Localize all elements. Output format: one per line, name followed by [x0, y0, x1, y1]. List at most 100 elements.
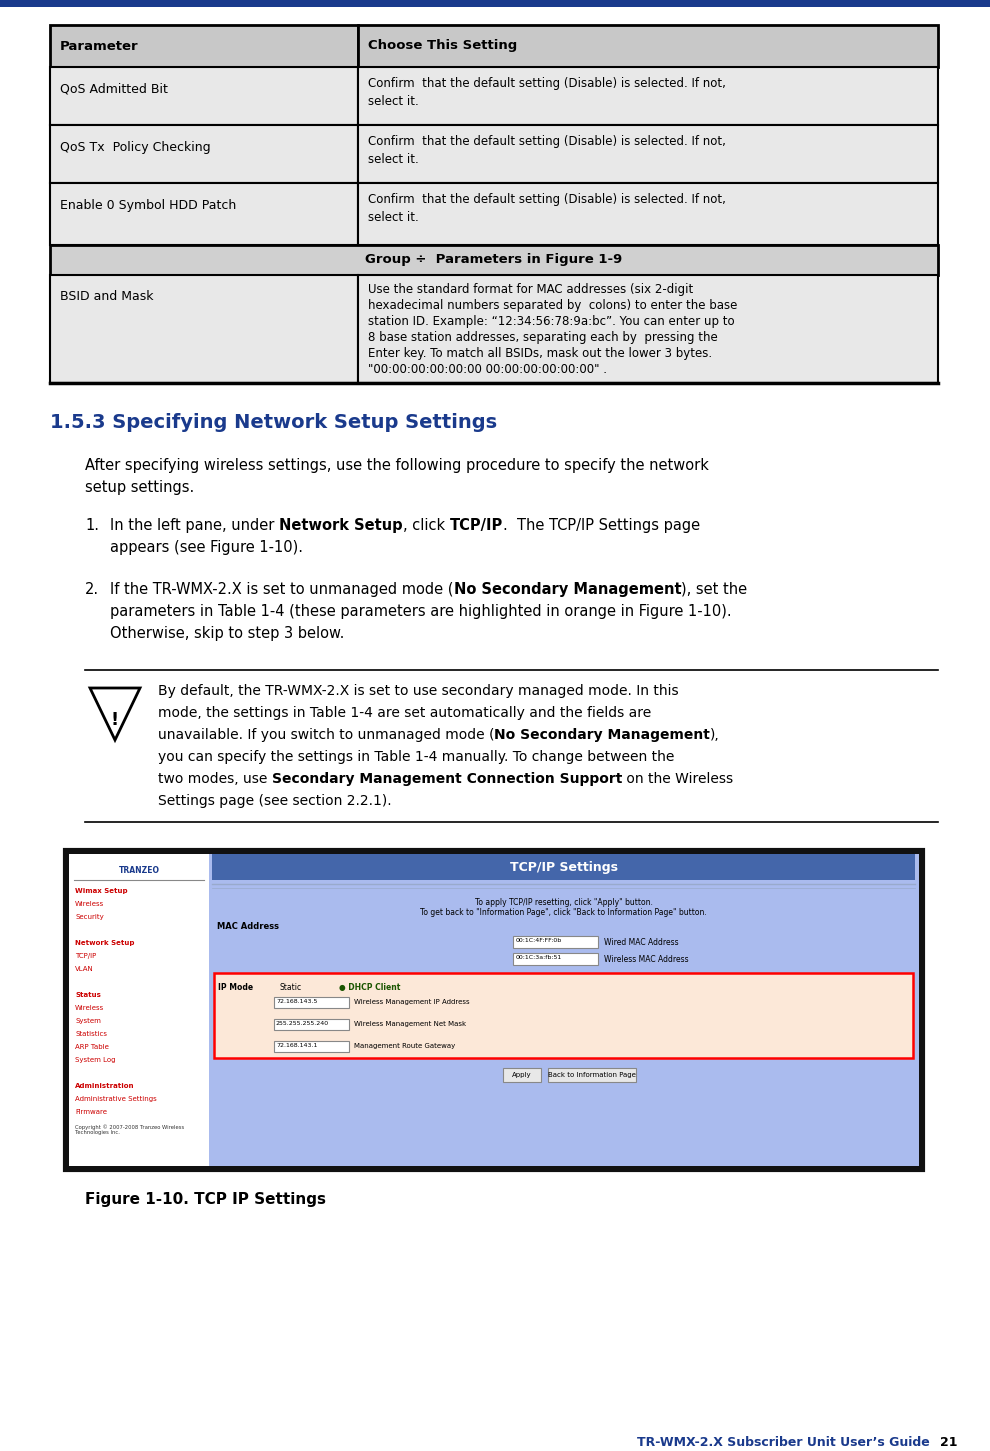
Text: 1.5.3 Specifying Network Setup Settings: 1.5.3 Specifying Network Setup Settings: [50, 414, 497, 432]
Text: parameters in Table 1-4 (these parameters are highlighted in orange in Figure 1-: parameters in Table 1-4 (these parameter…: [110, 604, 732, 620]
Text: appears (see Figure 1-10).: appears (see Figure 1-10).: [110, 540, 303, 554]
Bar: [0, 0, 990, 7]
Text: ), set the: ), set the: [681, 582, 747, 596]
Text: 00:1C:3a:fb:51: 00:1C:3a:fb:51: [516, 955, 562, 961]
Text: Enter key. To match all BSIDs, mask out the lower 3 bytes.: Enter key. To match all BSIDs, mask out …: [368, 347, 712, 360]
Text: TCP/IP: TCP/IP: [75, 953, 96, 959]
Text: 8 base station addresses, separating each by  pressing the: 8 base station addresses, separating eac…: [368, 331, 718, 344]
Bar: [513, 953, 598, 965]
Text: No Secondary Management: No Secondary Management: [494, 728, 711, 741]
Text: Copyright © 2007-2008 Tranzeo Wireless
Technologies Inc.: Copyright © 2007-2008 Tranzeo Wireless T…: [75, 1125, 184, 1136]
Text: No Secondary Management: No Secondary Management: [453, 582, 681, 596]
Text: QoS Tx  Policy Checking: QoS Tx Policy Checking: [60, 141, 211, 154]
Text: Parameter: Parameter: [60, 39, 139, 52]
Bar: [503, 1068, 541, 1082]
Text: 1.: 1.: [85, 518, 99, 533]
Bar: [358, 25, 938, 67]
Text: Confirm  that the default setting (Disable) is selected. If not,: Confirm that the default setting (Disabl…: [368, 193, 726, 206]
Text: Confirm  that the default setting (Disable) is selected. If not,: Confirm that the default setting (Disabl…: [368, 135, 726, 148]
Text: Wireless: Wireless: [75, 1006, 104, 1011]
Text: two modes, use: two modes, use: [158, 772, 271, 786]
Text: mode, the settings in Table 1-4 are set automatically and the fields are: mode, the settings in Table 1-4 are set …: [158, 707, 651, 720]
Polygon shape: [90, 688, 140, 740]
Text: .  The TCP/IP Settings page: . The TCP/IP Settings page: [503, 518, 700, 533]
Text: To apply TCP/IP resetting, click "Apply" button.: To apply TCP/IP resetting, click "Apply"…: [474, 898, 652, 907]
Bar: [358, 183, 938, 245]
Bar: [274, 1040, 349, 1052]
Text: Secondary Management Connection Support: Secondary Management Connection Support: [271, 772, 622, 786]
Text: Group ÷  Parameters in Figure 1-9: Group ÷ Parameters in Figure 1-9: [365, 254, 623, 267]
Text: 2.: 2.: [85, 582, 99, 596]
Bar: [214, 974, 913, 1058]
Text: TRANZEO: TRANZEO: [119, 866, 159, 875]
Bar: [358, 67, 938, 125]
Bar: [274, 997, 349, 1008]
Text: Enable 0 Symbol HDD Patch: Enable 0 Symbol HDD Patch: [60, 199, 237, 212]
Text: ),: ),: [711, 728, 720, 741]
Bar: [65, 850, 923, 1170]
Bar: [358, 276, 938, 383]
Text: IP Mode: IP Mode: [218, 982, 253, 992]
Bar: [274, 1019, 349, 1030]
Text: VLAN: VLAN: [75, 966, 94, 972]
Text: 21: 21: [940, 1436, 957, 1450]
Text: Choose This Setting: Choose This Setting: [368, 39, 517, 52]
Text: Administrative Settings: Administrative Settings: [75, 1096, 156, 1101]
Text: Network Setup: Network Setup: [75, 940, 135, 946]
Text: BSID and Mask: BSID and Mask: [60, 290, 153, 303]
Text: Security: Security: [75, 914, 104, 920]
Text: Figure 1-10. TCP IP Settings: Figure 1-10. TCP IP Settings: [85, 1193, 326, 1207]
Text: Wireless MAC Address: Wireless MAC Address: [604, 955, 689, 963]
Text: By default, the TR-WMX-2.X is set to use secondary managed mode. In this: By default, the TR-WMX-2.X is set to use…: [158, 683, 678, 698]
Bar: [50, 125, 358, 183]
Text: Network Setup: Network Setup: [279, 518, 403, 533]
Text: Use the standard format for MAC addresses (six 2-digit: Use the standard format for MAC addresse…: [368, 283, 693, 296]
Text: you can specify the settings in Table 1-4 manually. To change between the: you can specify the settings in Table 1-…: [158, 750, 674, 765]
Text: Wireless Management Net Mask: Wireless Management Net Mask: [354, 1022, 466, 1027]
Text: select it.: select it.: [368, 152, 419, 165]
Text: 72.168.143.1: 72.168.143.1: [276, 1043, 318, 1048]
Text: Wired MAC Address: Wired MAC Address: [604, 937, 678, 948]
Text: 00:1C:4F:FF:0b: 00:1C:4F:FF:0b: [516, 937, 562, 943]
Text: !: !: [111, 711, 119, 728]
Bar: [50, 67, 358, 125]
Text: Administration: Administration: [75, 1082, 135, 1090]
Text: Back to Information Page: Back to Information Page: [548, 1072, 636, 1078]
Text: MAC Address: MAC Address: [217, 921, 279, 932]
Text: Settings page (see section 2.2.1).: Settings page (see section 2.2.1).: [158, 794, 392, 808]
Bar: [50, 276, 358, 383]
Bar: [50, 25, 358, 67]
Text: , click: , click: [403, 518, 449, 533]
Text: Confirm  that the default setting (Disable) is selected. If not,: Confirm that the default setting (Disabl…: [368, 77, 726, 90]
Text: After specifying wireless settings, use the following procedure to specify the n: After specifying wireless settings, use …: [85, 459, 709, 473]
Text: Apply: Apply: [512, 1072, 532, 1078]
Text: To get back to "Information Page", click "Back to Information Page" button.: To get back to "Information Page", click…: [420, 908, 707, 917]
Text: 255.255.255.240: 255.255.255.240: [276, 1022, 329, 1026]
Text: Static: Static: [279, 982, 301, 992]
Text: Status: Status: [75, 992, 101, 998]
Text: on the Wireless: on the Wireless: [622, 772, 734, 786]
Bar: [513, 936, 598, 948]
Text: setup settings.: setup settings.: [85, 480, 194, 495]
Bar: [548, 1068, 636, 1082]
Text: System: System: [75, 1019, 101, 1024]
Text: Firmware: Firmware: [75, 1109, 107, 1114]
Text: TCP/IP Settings: TCP/IP Settings: [510, 860, 618, 874]
Text: unavailable. If you switch to unmanaged mode (: unavailable. If you switch to unmanaged …: [158, 728, 494, 741]
Text: ● DHCP Client: ● DHCP Client: [339, 982, 400, 992]
Bar: [212, 855, 915, 879]
Text: Wireless Management IP Address: Wireless Management IP Address: [354, 998, 469, 1006]
Text: select it.: select it.: [368, 210, 419, 223]
Text: station ID. Example: “12:34:56:78:9a:bc”. You can enter up to: station ID. Example: “12:34:56:78:9a:bc”…: [368, 315, 735, 328]
Text: select it.: select it.: [368, 94, 419, 107]
Text: Management Route Gateway: Management Route Gateway: [354, 1043, 455, 1049]
Text: Wireless: Wireless: [75, 901, 104, 907]
Text: TR-WMX-2.X Subscriber Unit User’s Guide: TR-WMX-2.X Subscriber Unit User’s Guide: [638, 1436, 930, 1450]
Text: ARP Table: ARP Table: [75, 1045, 109, 1051]
Text: In the left pane, under: In the left pane, under: [110, 518, 279, 533]
Text: Wimax Setup: Wimax Setup: [75, 888, 128, 894]
Bar: [358, 125, 938, 183]
Text: If the TR-WMX-2.X is set to unmanaged mode (: If the TR-WMX-2.X is set to unmanaged mo…: [110, 582, 453, 596]
Text: hexadecimal numbers separated by  colons) to enter the base: hexadecimal numbers separated by colons)…: [368, 299, 738, 312]
Text: 72.168.143.5: 72.168.143.5: [276, 998, 318, 1004]
